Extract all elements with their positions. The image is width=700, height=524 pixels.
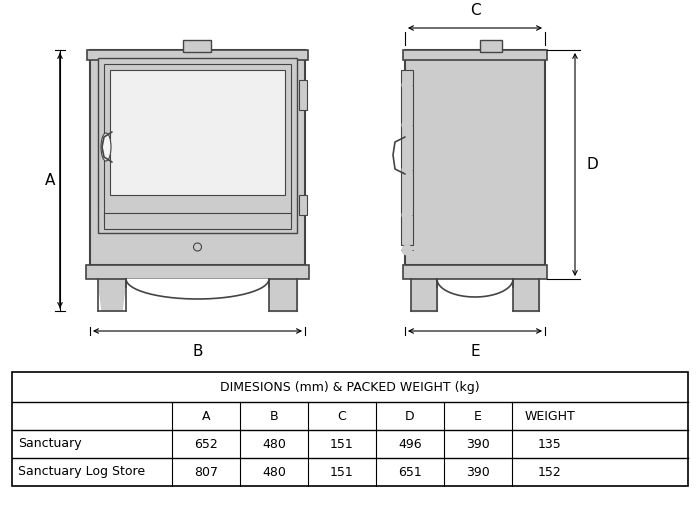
Ellipse shape	[101, 133, 111, 161]
Bar	[405, 50, 545, 265]
Bar	[104, 64, 291, 219]
Bar	[401, 70, 413, 245]
Bar	[12, 372, 688, 486]
Bar	[183, 40, 211, 52]
Text: WEIGHT: WEIGHT	[524, 409, 575, 422]
Text: E: E	[474, 409, 482, 422]
Text: 480: 480	[262, 465, 286, 478]
Bar	[299, 195, 307, 215]
Bar	[403, 50, 547, 60]
Circle shape	[402, 120, 412, 130]
Circle shape	[402, 245, 412, 255]
Text: E: E	[470, 344, 480, 359]
Bar	[110, 70, 285, 195]
Text: B: B	[270, 409, 279, 422]
Text: B: B	[193, 344, 203, 359]
Text: 151: 151	[330, 438, 354, 451]
Bar	[98, 58, 297, 233]
Text: C: C	[337, 409, 346, 422]
Text: DIMESIONS (mm) & PACKED WEIGHT (kg): DIMESIONS (mm) & PACKED WEIGHT (kg)	[220, 380, 480, 394]
Circle shape	[402, 165, 412, 175]
Polygon shape	[269, 279, 297, 311]
Bar	[403, 265, 547, 279]
Bar	[480, 40, 502, 52]
Text: C: C	[470, 3, 480, 18]
Polygon shape	[411, 279, 437, 311]
Circle shape	[402, 80, 412, 90]
Bar	[299, 80, 307, 110]
Text: 390: 390	[466, 438, 490, 451]
Text: 390: 390	[466, 465, 490, 478]
Text: D: D	[405, 409, 415, 422]
Text: 135: 135	[538, 438, 562, 451]
Bar	[86, 265, 309, 279]
Circle shape	[402, 210, 412, 220]
Polygon shape	[98, 279, 126, 311]
Bar	[87, 50, 308, 60]
Text: 652: 652	[194, 438, 218, 451]
Text: 651: 651	[398, 465, 422, 478]
Text: A: A	[45, 173, 55, 188]
Text: D: D	[587, 157, 598, 172]
Text: Sanctuary: Sanctuary	[18, 438, 82, 451]
Polygon shape	[513, 279, 539, 311]
Bar	[90, 50, 305, 265]
Text: 807: 807	[194, 465, 218, 478]
Bar	[104, 213, 291, 229]
Text: 480: 480	[262, 438, 286, 451]
Text: A: A	[202, 409, 210, 422]
Text: 151: 151	[330, 465, 354, 478]
Text: 152: 152	[538, 465, 562, 478]
Text: Sanctuary Log Store: Sanctuary Log Store	[18, 465, 145, 478]
Text: 496: 496	[398, 438, 422, 451]
